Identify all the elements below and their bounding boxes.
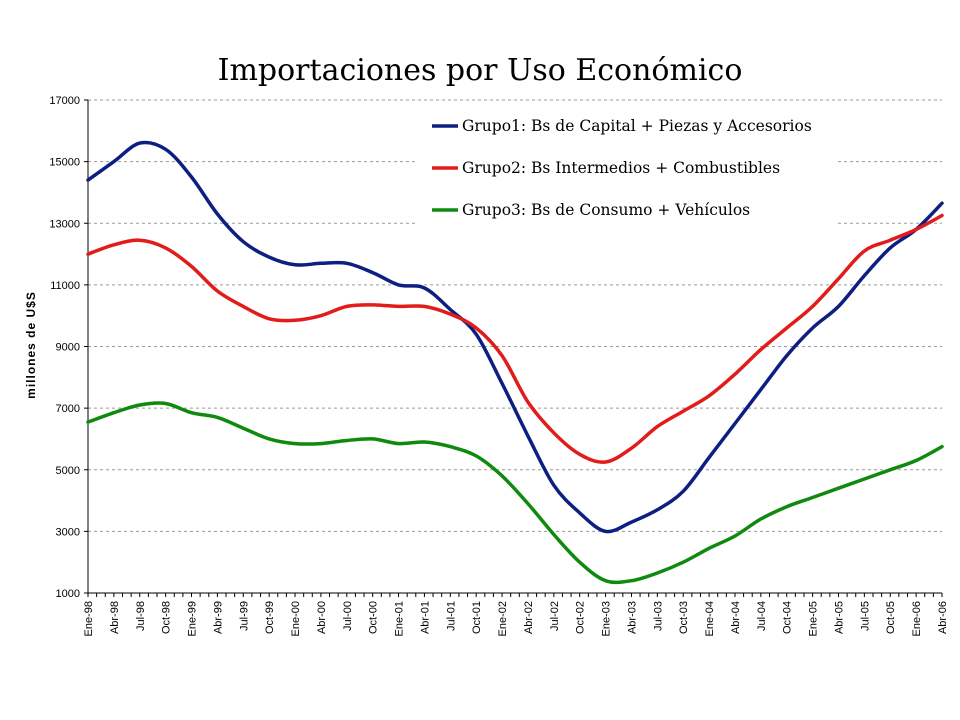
series-lines bbox=[86, 140, 944, 585]
x-tick-label: Jul-04 bbox=[756, 601, 768, 631]
y-tick-label: 11000 bbox=[50, 280, 80, 292]
y-tick-label: 13000 bbox=[49, 218, 80, 230]
x-tick-label: Jul-01 bbox=[445, 601, 457, 631]
legend-label-grupo2: Grupo2: Bs Intermedios + Combustibles bbox=[462, 159, 780, 177]
series-line-grupo2 bbox=[86, 213, 944, 464]
y-tick-label: 15000 bbox=[49, 157, 80, 169]
x-tick-label: Abr-03 bbox=[626, 601, 638, 634]
x-tick-label: Oct-04 bbox=[782, 601, 794, 634]
series-line-grupo3 bbox=[86, 401, 944, 585]
x-tick-label: Abr-04 bbox=[730, 601, 742, 634]
x-tick-label: Oct-98 bbox=[161, 601, 173, 634]
x-tick-label: Abr-05 bbox=[833, 601, 845, 634]
x-tick-label: Ene-98 bbox=[83, 601, 95, 636]
y-axis-ticks: 1000 3000 5000 7000 9000 11000 13000 15000 17000 bbox=[49, 95, 88, 600]
x-tick-label: Ene-06 bbox=[911, 601, 923, 636]
x-tick-label: Abr-99 bbox=[212, 601, 224, 634]
x-tick-label: Oct-01 bbox=[471, 601, 483, 634]
x-tick-label: Abr-98 bbox=[109, 601, 121, 634]
x-tick-label: Oct-03 bbox=[678, 601, 690, 634]
x-tick-label: Jul-05 bbox=[859, 601, 871, 631]
chart-title: Importaciones por Uso Económico bbox=[218, 53, 743, 88]
legend-label-grupo3: Grupo3: Bs de Consumo + Vehículos bbox=[462, 201, 750, 219]
y-tick-label: 17000 bbox=[49, 95, 80, 107]
legend-label-grupo1: Grupo1: Bs de Capital + Piezas y Accesor… bbox=[462, 117, 812, 135]
x-tick-label: Oct-00 bbox=[368, 601, 380, 634]
x-tick-label: Abr-06 bbox=[937, 601, 949, 634]
x-tick-label: Abr-02 bbox=[523, 601, 535, 634]
y-tick-label: 7000 bbox=[56, 403, 80, 415]
x-tick-label: Jul-98 bbox=[135, 601, 147, 631]
y-tick-label: 5000 bbox=[56, 465, 80, 477]
legend-background bbox=[418, 108, 838, 230]
x-tick-label: Oct-02 bbox=[575, 601, 587, 634]
x-tick-label: Abr-00 bbox=[316, 601, 328, 634]
x-tick-label: Jul-99 bbox=[238, 601, 250, 631]
x-tick-label: Jul-03 bbox=[652, 601, 664, 631]
x-tick-label: Oct-05 bbox=[885, 601, 897, 634]
x-tick-label: Ene-01 bbox=[394, 601, 406, 636]
x-axis-ticks: Ene-98 Abr-98 Jul-98 Oct-98 Ene-99 Abr-99 Jul-… bbox=[83, 593, 949, 636]
x-tick-label: Jul-00 bbox=[342, 601, 354, 631]
x-tick-label: Jul-02 bbox=[549, 601, 561, 631]
axes bbox=[87, 100, 942, 594]
y-axis-label: millones de U$S bbox=[24, 291, 38, 399]
x-tick-label: Ene-04 bbox=[704, 601, 716, 636]
x-tick-label: Ene-99 bbox=[187, 601, 199, 636]
x-tick-label: Ene-03 bbox=[601, 601, 613, 636]
y-tick-label: 1000 bbox=[56, 588, 80, 600]
series-line-grupo1 bbox=[86, 140, 944, 534]
x-tick-label: Ene-05 bbox=[808, 601, 820, 636]
x-tick-label: Ene-00 bbox=[290, 601, 302, 636]
y-tick-label: 9000 bbox=[56, 342, 80, 354]
y-tick-label: 3000 bbox=[56, 526, 80, 538]
x-tick-label: Oct-99 bbox=[264, 601, 276, 634]
legend: Grupo1: Bs de Capital + Piezas y Accesor… bbox=[418, 108, 838, 230]
x-tick-label: Ene-02 bbox=[497, 601, 509, 636]
x-tick-label: Abr-01 bbox=[419, 601, 431, 634]
